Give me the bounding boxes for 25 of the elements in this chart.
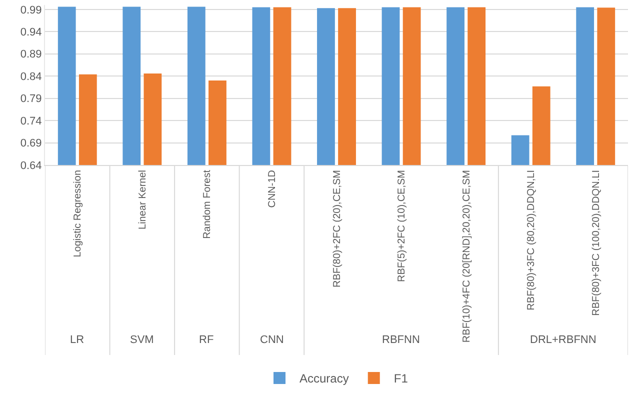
text: DRL+RBFNN — [530, 334, 596, 346]
x-tick-label: Linear Kernel — [137, 170, 148, 230]
x-tick-label: RBF(5)+2FC (10),CE,SM — [396, 170, 408, 282]
x-tick-label: Random Forest — [202, 170, 214, 239]
y-tick-label: 0.84 — [20, 70, 42, 83]
text: RBFNN — [382, 334, 420, 346]
text: LR — [70, 334, 84, 346]
x-tick-label: RBF(10)+4FC (20[RND],20,20),CE,SM — [461, 170, 472, 343]
x-tick-label: RBF(80)+3FC (80,20),DDQN,LI — [526, 170, 538, 310]
y-tick-label: 0.74 — [20, 115, 42, 128]
x-tick-label: RBF(80)+2FC (20),CE,SM — [332, 170, 343, 288]
legend-label: F1 — [394, 372, 408, 386]
x-tick-label: Logistic Regression — [72, 170, 84, 258]
text: CNN — [260, 334, 284, 346]
text: RF — [199, 334, 214, 346]
x-tick-label: RBF(80)+3FC (100,20),DDQN.LI — [590, 170, 602, 316]
y-tick-label: 0.94 — [20, 26, 42, 39]
y-tick-label: 0.99 — [20, 4, 42, 16]
x-tick-label: CNN-1D — [266, 170, 278, 208]
text: SVM — [130, 334, 154, 346]
y-tick-label: 0.89 — [20, 48, 42, 61]
legend-label: Accuracy — [300, 372, 349, 386]
y-tick-label: 0.79 — [20, 93, 42, 106]
y-tick-label: 0.69 — [20, 138, 42, 150]
y-tick-label: 0.64 — [20, 160, 42, 172]
